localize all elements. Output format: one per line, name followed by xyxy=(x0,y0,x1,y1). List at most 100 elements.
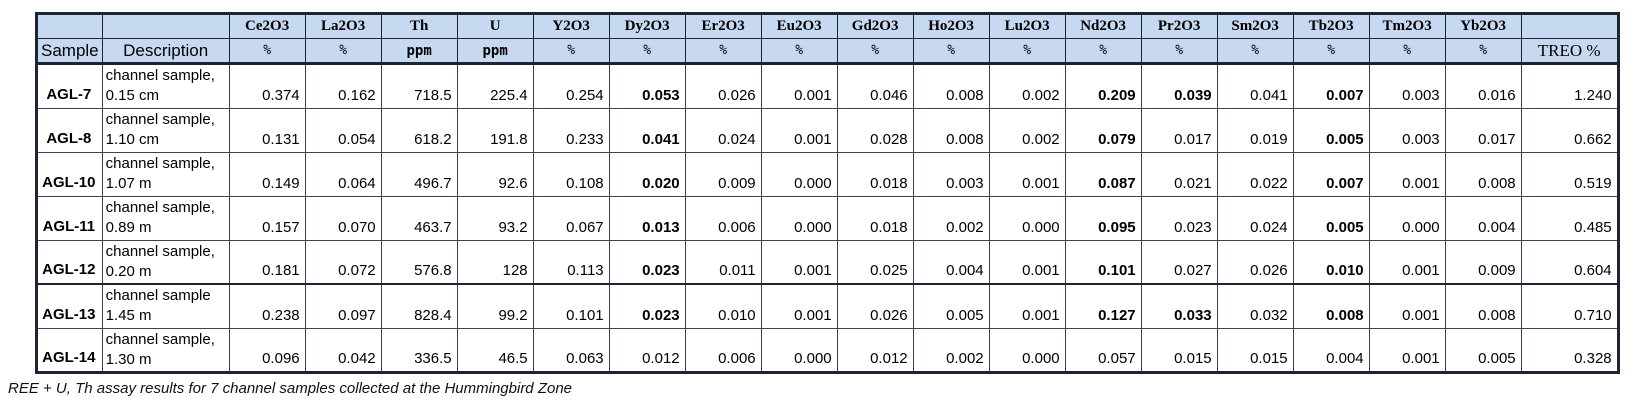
value-dy2o3: 0.041 xyxy=(608,107,686,153)
column-header-dy2o3: Dy2O3 xyxy=(608,13,686,39)
value-nd2o3: 0.057 xyxy=(1064,327,1142,373)
sample-description: channel sample, 0.20 m xyxy=(101,239,230,285)
value-lu2o3: 0.001 xyxy=(988,151,1066,197)
value-sm2o3: 0.015 xyxy=(1216,327,1294,373)
value-dy2o3: 0.053 xyxy=(608,63,686,109)
unit-dy2o3: % xyxy=(608,38,686,65)
unit-ho2o3: % xyxy=(912,38,990,65)
value-lu2o3: 0.001 xyxy=(988,283,1066,329)
sample-id: AGL-14 xyxy=(36,327,103,373)
value-lu2o3: 0.000 xyxy=(988,327,1066,373)
value-u: 225.4 xyxy=(456,63,534,109)
value-gd2o3: 0.012 xyxy=(836,327,914,373)
value-yb2o3: 0.004 xyxy=(1444,195,1522,241)
description-line-1: channel sample, xyxy=(105,154,215,172)
value-ho2o3: 0.008 xyxy=(912,107,990,153)
description-line-1: channel sample, xyxy=(105,110,215,128)
value-u: 191.8 xyxy=(456,107,534,153)
assay-table-header: Ce2O3 La2O3 Th U Y2O3 Dy2O3 Er2O3 Eu2O3 Gd2O3 Ho2… xyxy=(36,13,1619,65)
value-treo: 0.519 xyxy=(1520,151,1619,197)
table-row-agl-7: AGL-7 channel sample, 0.15 cm 0.374 0.162 718… xyxy=(36,63,1619,109)
value-eu2o3: 0.001 xyxy=(760,107,838,153)
value-tb2o3: 0.005 xyxy=(1292,107,1370,153)
value-la2o3: 0.072 xyxy=(304,239,382,285)
value-dy2o3: 0.012 xyxy=(608,327,686,373)
description-line-2: 1.30 m xyxy=(105,350,152,368)
column-header-tm2o3: Tm2O3 xyxy=(1368,13,1446,39)
value-ce2o3: 0.131 xyxy=(228,107,306,153)
value-tb2o3: 0.008 xyxy=(1292,283,1370,329)
ree-assay-table: Ce2O3 La2O3 Th U Y2O3 Dy2O3 Er2O3 Eu2O3 Gd2O3 Ho2… xyxy=(35,12,1620,374)
column-header-nd2o3: Nd2O3 xyxy=(1064,13,1142,39)
description-line-1: channel sample xyxy=(105,287,211,304)
value-gd2o3: 0.026 xyxy=(836,283,914,329)
unit-u: ppm xyxy=(456,38,534,65)
description-line-1: channel sample, xyxy=(105,242,215,260)
value-eu2o3: 0.000 xyxy=(760,195,838,241)
value-er2o3: 0.006 xyxy=(684,327,762,373)
unit-sm2o3: % xyxy=(1216,38,1294,65)
value-tm2o3: 0.003 xyxy=(1368,107,1446,153)
value-yb2o3: 0.016 xyxy=(1444,63,1522,109)
value-eu2o3: 0.001 xyxy=(760,239,838,285)
corner-blank-treo xyxy=(1520,13,1619,39)
value-lu2o3: 0.001 xyxy=(988,239,1066,285)
description-line-2: 0.15 cm xyxy=(105,87,159,105)
column-header-ho2o3: Ho2O3 xyxy=(912,13,990,39)
value-pr2o3: 0.039 xyxy=(1140,63,1218,109)
value-tm2o3: 0.003 xyxy=(1368,63,1446,109)
table-row-agl-8: AGL-8 channel sample, 1.10 cm 0.131 0.054 618… xyxy=(36,107,1619,153)
value-sm2o3: 0.022 xyxy=(1216,151,1294,197)
unit-eu2o3: % xyxy=(760,38,838,65)
value-treo: 0.485 xyxy=(1520,195,1619,241)
sample-id: AGL-10 xyxy=(36,151,103,197)
unit-tb2o3: % xyxy=(1292,38,1370,65)
column-header-ce2o3: Ce2O3 xyxy=(228,13,306,39)
unit-la2o3: % xyxy=(304,38,382,65)
value-th: 828.4 xyxy=(380,283,458,329)
value-nd2o3: 0.079 xyxy=(1064,107,1142,153)
value-pr2o3: 0.023 xyxy=(1140,195,1218,241)
value-yb2o3: 0.017 xyxy=(1444,107,1522,153)
column-header-gd2o3: Gd2O3 xyxy=(836,13,914,39)
description-line-2: 1.07 m xyxy=(105,174,152,192)
value-ho2o3: 0.004 xyxy=(912,239,990,285)
value-th: 718.5 xyxy=(380,63,458,109)
value-treo: 0.604 xyxy=(1520,239,1619,285)
unit-tm2o3: % xyxy=(1368,38,1446,65)
column-header-th: Th xyxy=(380,13,458,39)
sample-id: AGL-12 xyxy=(36,239,103,285)
value-u: 93.2 xyxy=(456,195,534,241)
value-th: 336.5 xyxy=(380,327,458,373)
table-row-agl-14: AGL-14 channel sample, 1.30 m 0.096 0.042 336… xyxy=(36,327,1619,373)
unit-pr2o3: % xyxy=(1140,38,1218,65)
value-tb2o3: 0.007 xyxy=(1292,63,1370,109)
value-y2o3: 0.254 xyxy=(532,63,610,109)
description-line-2: 1.10 cm xyxy=(105,130,159,148)
value-sm2o3: 0.026 xyxy=(1216,239,1294,285)
value-dy2o3: 0.020 xyxy=(608,151,686,197)
value-gd2o3: 0.025 xyxy=(836,239,914,285)
column-header-u: U xyxy=(456,13,534,39)
value-ho2o3: 0.005 xyxy=(912,283,990,329)
value-la2o3: 0.054 xyxy=(304,107,382,153)
value-dy2o3: 0.023 xyxy=(608,239,686,285)
value-y2o3: 0.067 xyxy=(532,195,610,241)
value-u: 46.5 xyxy=(456,327,534,373)
value-nd2o3: 0.087 xyxy=(1064,151,1142,197)
value-la2o3: 0.162 xyxy=(304,63,382,109)
value-u: 128 xyxy=(456,239,534,285)
value-u: 92.6 xyxy=(456,151,534,197)
value-tm2o3: 0.001 xyxy=(1368,239,1446,285)
value-sm2o3: 0.032 xyxy=(1216,283,1294,329)
description-line-1: channel sample, xyxy=(105,67,215,84)
value-gd2o3: 0.018 xyxy=(836,195,914,241)
assay-table-wrapper: Ce2O3 La2O3 Th U Y2O3 Dy2O3 Er2O3 Eu2O3 Gd2O3 Ho2… xyxy=(35,12,1620,374)
value-pr2o3: 0.033 xyxy=(1140,283,1218,329)
column-header-sm2o3: Sm2O3 xyxy=(1216,13,1294,39)
sample-description: channel sample, 1.10 cm xyxy=(101,107,230,153)
unit-nd2o3: % xyxy=(1064,38,1142,65)
value-pr2o3: 0.017 xyxy=(1140,107,1218,153)
sample-description: channel sample, 1.30 m xyxy=(101,327,230,373)
value-tm2o3: 0.000 xyxy=(1368,195,1446,241)
